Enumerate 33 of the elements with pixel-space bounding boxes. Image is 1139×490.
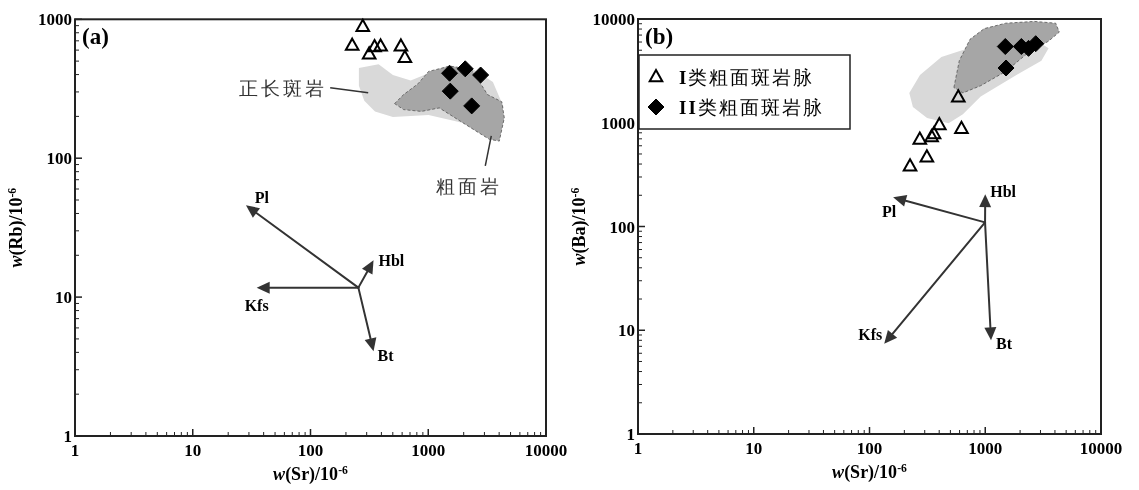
- legend-label: II类粗面斑岩脉: [679, 97, 824, 118]
- y-tick-label: 1000: [601, 113, 635, 133]
- x-tick-label: 1000: [968, 439, 1003, 458]
- x-tick-label: 100: [856, 439, 883, 458]
- annotation: Hbl: [378, 252, 405, 270]
- y-tick-label: 1: [626, 425, 635, 444]
- chart-title: (a): [82, 24, 109, 50]
- annotation: Bt: [377, 347, 395, 365]
- y-tick-label: 10000: [592, 10, 635, 29]
- x-tick-label: 10000: [1079, 439, 1123, 458]
- annotation: Pl: [882, 203, 897, 221]
- x-tick-label: 10: [184, 441, 202, 460]
- y-tick-label: 100: [609, 217, 635, 237]
- annotation: Pl: [254, 189, 270, 207]
- y-tick-label: 1000: [38, 10, 72, 30]
- y-tick-label: 10: [618, 321, 635, 341]
- x-tick-label: 1000: [411, 441, 446, 460]
- annotation: Hbl: [990, 183, 1017, 201]
- y-tick-label: 100: [46, 149, 72, 169]
- x-axis-title: w(Sr)/10$^{-6}$: [273, 463, 349, 485]
- annotation: Kfs: [244, 296, 269, 314]
- x-tick-label: 10000: [524, 441, 568, 460]
- x-axis-title: w(Sr)/10$^{-6}$: [832, 461, 908, 483]
- legend-label: I类粗面斑岩脉: [679, 67, 815, 88]
- annotation: Kfs: [858, 325, 883, 343]
- x-tick-label: 10: [745, 439, 763, 458]
- y-tick-label: 1: [63, 427, 72, 446]
- annotation: Bt: [996, 335, 1013, 353]
- annotation: 正长斑岩: [239, 77, 328, 99]
- y-tick-label: 10: [55, 288, 72, 308]
- x-tick-label: 100: [297, 441, 324, 460]
- annotation: 粗面岩: [436, 175, 503, 197]
- chart-title: (b): [645, 24, 674, 49]
